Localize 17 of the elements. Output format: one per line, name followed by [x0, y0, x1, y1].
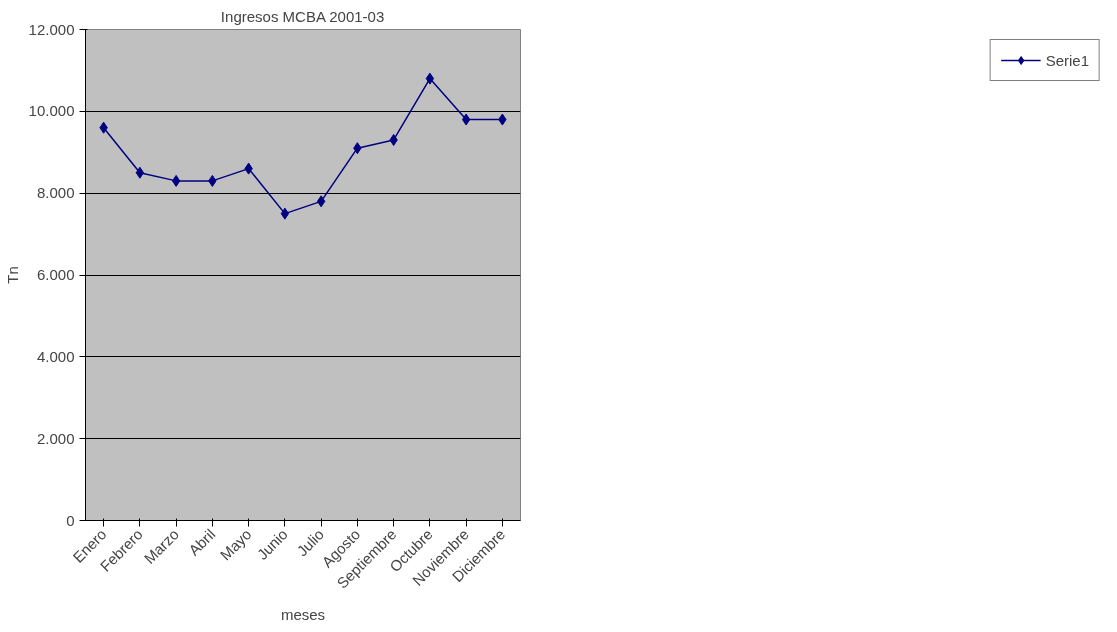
point: [171, 174, 181, 187]
legend-label: Serie1: [1045, 51, 1089, 69]
point: [316, 195, 326, 208]
y-tick-label: 6.000: [36, 266, 75, 283]
point: [425, 72, 435, 85]
y-tick-label: 8.000: [36, 184, 75, 202]
y-tick-label: 10.000: [28, 102, 75, 120]
point: [461, 113, 471, 126]
y-tick-label: 2.000: [36, 429, 75, 447]
point: [280, 207, 290, 220]
chart-title: Ingresos MCBA 2001-03: [220, 7, 385, 25]
y-tick-label: 0: [66, 511, 75, 529]
point: [135, 166, 145, 179]
y-tick-label: 4.000: [36, 347, 75, 365]
y-tick-label: 12.000: [28, 20, 75, 38]
x-axis-title: meses: [280, 605, 326, 623]
y-axis-title: Tn: [3, 266, 21, 284]
